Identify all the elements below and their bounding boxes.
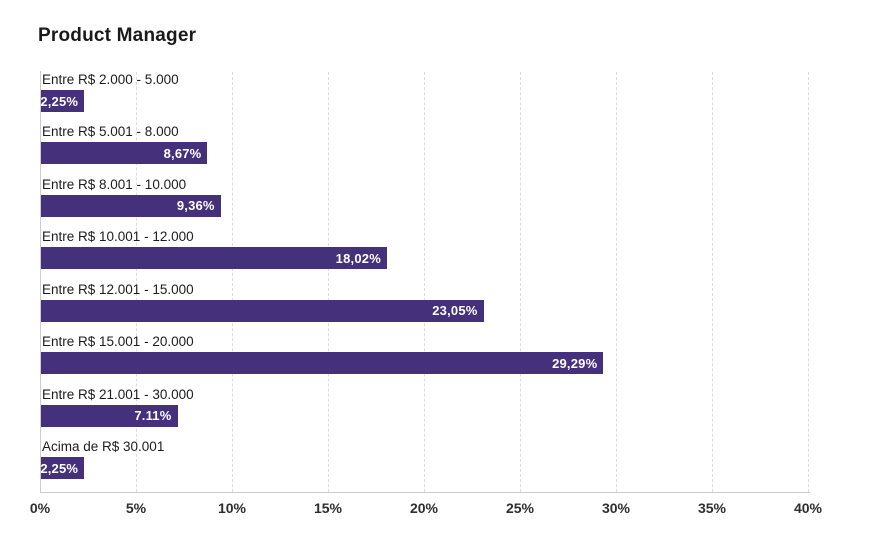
category-label: Entre R$ 8.001 - 10.000	[42, 176, 187, 192]
bar: 8,67%	[41, 142, 208, 165]
value-label: 2,25%	[40, 93, 79, 109]
value-label: 18,02%	[335, 250, 381, 266]
value-label: 9,36%	[176, 198, 215, 214]
gridline	[328, 72, 329, 492]
gridline	[808, 72, 809, 492]
gridline	[712, 72, 713, 492]
value-label: 7.11%	[134, 408, 172, 424]
x-tick-label: 35%	[697, 500, 727, 516]
gridline	[232, 72, 233, 492]
x-tick-label: 10%	[217, 500, 247, 516]
x-tick-label: 20%	[409, 500, 439, 516]
value-label: 8,67%	[163, 145, 202, 161]
x-tick-label: 25%	[505, 500, 535, 516]
value-label: 23,05%	[432, 303, 478, 319]
category-label: Entre R$ 10.001 - 12.000	[42, 229, 194, 245]
x-tick-label: 30%	[601, 500, 631, 516]
gridline	[136, 72, 137, 492]
category-label: Entre R$ 12.001 - 15.000	[42, 281, 194, 297]
x-tick-label: 15%	[313, 500, 343, 516]
bar: 7.11%	[41, 404, 178, 427]
bar: 23,05%	[41, 299, 484, 322]
x-tick-label: 0%	[29, 500, 51, 516]
y-axis-line	[40, 71, 41, 492]
gridline	[520, 72, 521, 492]
category-label: Entre R$ 15.001 - 20.000	[42, 334, 194, 350]
x-tick-label: 5%	[125, 500, 147, 516]
chart-title: Product Manager	[38, 25, 197, 46]
category-label: Entre R$ 2.000 - 5.000	[42, 72, 179, 87]
x-axis-line	[40, 492, 810, 493]
category-label: Entre R$ 5.001 - 8.000	[42, 124, 179, 140]
x-tick-label: 40%	[793, 500, 823, 516]
bar: 2,25%	[40, 457, 85, 479]
category-label: Acima de R$ 30.001	[42, 439, 165, 454]
category-label: Entre R$ 21.001 - 30.000	[42, 386, 194, 402]
bar: 18,02%	[41, 247, 387, 270]
bar: 2,25%	[40, 90, 85, 112]
bar: 9,36%	[41, 194, 221, 217]
value-label: 29,29%	[552, 355, 598, 371]
value-label: 2,25%	[40, 460, 79, 476]
gridline	[424, 72, 425, 492]
bar: 29,29%	[41, 352, 604, 375]
gridline	[616, 72, 617, 492]
